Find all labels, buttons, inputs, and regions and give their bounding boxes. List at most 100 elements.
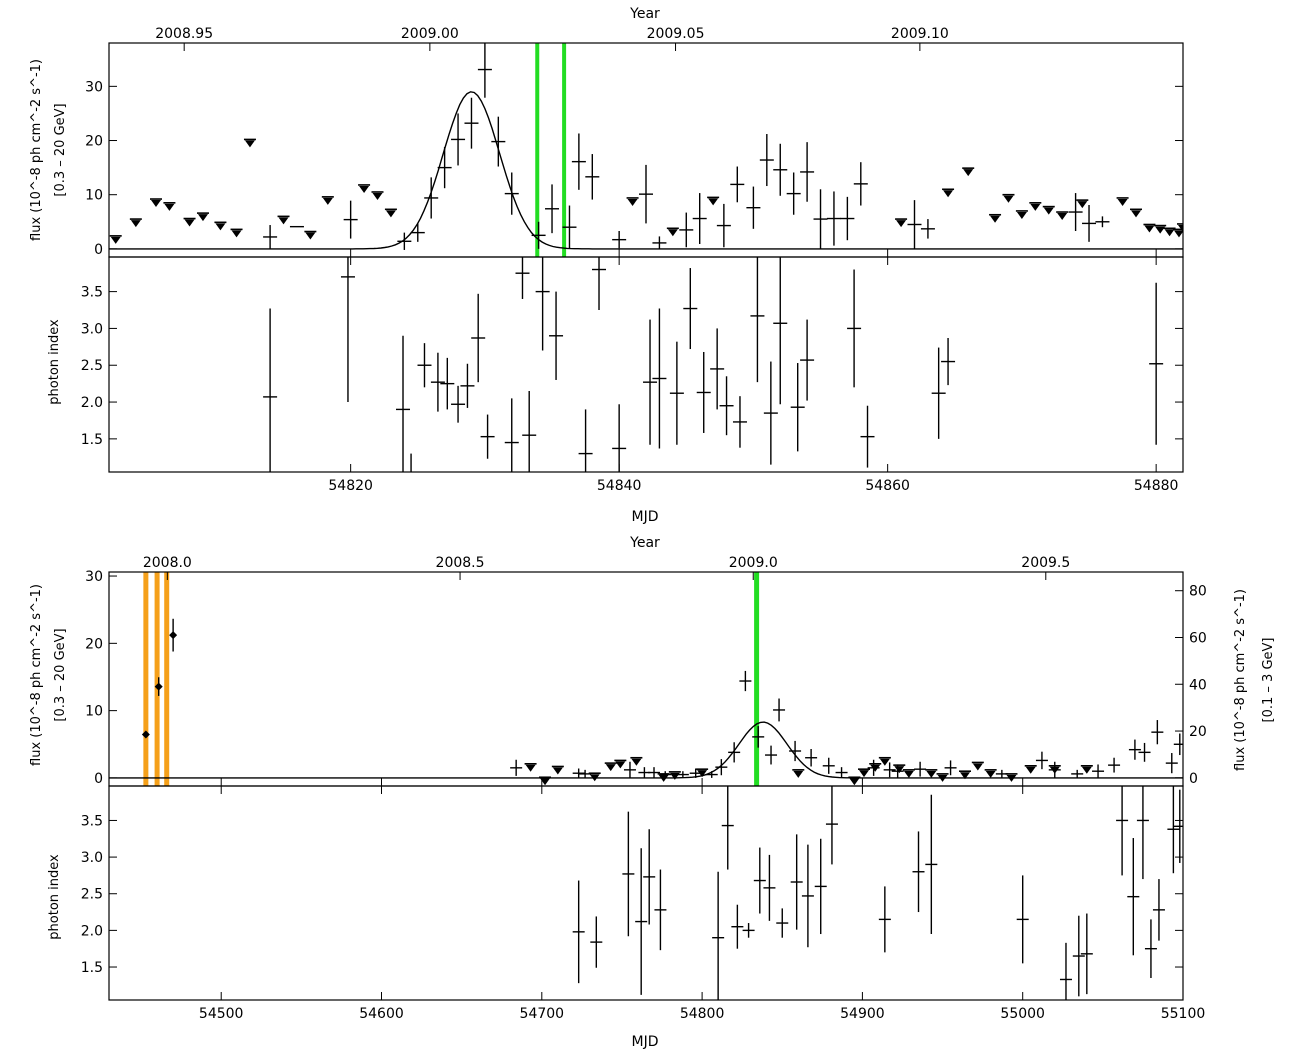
bottom-chart-index-panel: 1.5 2.0 2.5 3.0 3.5 54500 54600 54700 54800 54900… [81,785,1206,1022]
y-tick-label: 0 [94,771,103,787]
top-chart-index-ylabel: photon index [47,319,62,405]
top-chart-flux-ylabel: flux (10^-8 ph cm^-2 s^-1) [29,59,44,241]
x-tick-label: 55000 [1000,1006,1045,1022]
y-tick-label: 3.5 [81,285,103,301]
year-tick-label: 2008.5 [436,555,485,571]
y-tick-label: 0 [94,242,103,258]
upper-limit-arrow [184,219,195,227]
upper-limit-arrow [164,203,175,211]
upper-limit-arrow [903,770,914,778]
top-chart-flux-panel: 0 10 20 30 2008.95 2009.00 2009.05 2009.10 [85,26,1184,258]
upper-limit-arrow [793,770,804,778]
upper-limit-arrow [1155,226,1166,234]
y-tick-label: 2.5 [81,358,103,374]
bottom-flux-data [109,618,1183,786]
y-tick-label: 20 [85,636,103,652]
top-flux-frame [108,42,1184,258]
top-chart: Year flux (10^-8 ph cm^-2 s^-1) [0.3 – 2… [29,6,1184,525]
right-axis-point-marker [169,631,178,640]
upper-limit-arrow [130,220,141,228]
y-tick-label: 1.5 [81,432,103,448]
y-tick-label: 1.5 [81,960,103,976]
upper-limit-arrow [943,190,954,198]
year-tick-label: 2008.0 [143,555,192,571]
upper-limit-arrow [322,197,333,205]
upper-limit-arrow [669,772,680,780]
y-tick-label: 3.5 [81,813,103,829]
upper-limit-arrow [667,229,678,237]
upper-limit-arrow [926,770,937,778]
bottom-chart-right-ylabel-range: [0.1 – 3 GeV] [1261,638,1276,723]
bottom-chart-flux-ylabel-range: [0.3 – 20 GeV] [53,628,68,721]
upper-limit-arrow [627,198,638,206]
right-y-tick-label: 20 [1189,724,1207,740]
upper-limit-arrow [305,232,316,240]
upper-limit-arrow [1173,230,1183,238]
y-tick-label: 30 [85,569,103,585]
bottom-chart-flux-panel: 0 10 20 30 0 20 40 60 80 2008.0 2008.5 2009.0 2009.5 [85,555,1207,787]
upper-limit-arrow [1081,766,1092,774]
year-tick-label: 2009.00 [401,26,459,42]
year-tick-label: 2009.0 [729,555,778,571]
upper-limit-arrow [859,770,870,778]
y-tick-label: 30 [85,79,103,95]
year-tick-label: 2008.95 [155,26,213,42]
bottom-chart-right-ylabel: flux (10^-8 ph cm^-2 s^-1) [1233,589,1248,771]
upper-limit-arrow [959,772,970,780]
y-tick-label: 3.0 [81,321,103,337]
upper-limit-arrow [372,192,383,200]
bottom-flux-frame [108,571,1184,787]
upper-limit-arrow [589,774,600,782]
bottom-index-frame [108,785,1184,1001]
upper-limit-arrow [1178,224,1183,232]
top-flux-data [109,43,1183,250]
right-y-tick-label: 40 [1189,677,1207,693]
upper-limit-arrow [605,764,616,772]
upper-limit-arrow [896,220,907,228]
upper-limit-arrow [110,236,121,244]
right-y-tick-label: 60 [1189,630,1207,646]
y-tick-label: 10 [85,188,103,204]
y-tick-label: 2.0 [81,395,103,411]
right-y-tick-label: 80 [1189,584,1207,600]
year-tick-label: 2009.10 [891,26,949,42]
upper-limit-arrow [963,169,974,177]
upper-limit-arrow [385,210,396,218]
upper-limit-arrow [215,223,226,231]
upper-limit-arrow [937,774,948,782]
upper-limit-arrow [985,770,996,778]
gaussian-fit-curve [109,91,1183,250]
upper-limit-arrow [708,198,719,206]
upper-limit-arrow [631,758,642,766]
upper-limit-arrow [150,200,161,208]
x-tick-label: 54800 [680,1006,725,1022]
x-tick-label: 54820 [328,478,373,494]
upper-limit-arrow [990,215,1001,223]
upper-limit-arrow [359,185,370,193]
y-tick-label: 2.5 [81,887,103,903]
upper-limit-arrow [1131,210,1142,218]
upper-limit-arrow [1077,201,1088,209]
upper-limit-arrow [1057,213,1068,221]
upper-limit-arrow [1006,774,1017,782]
bottom-chart-mjd-label: MJD [632,1034,659,1050]
y-tick-label: 3.0 [81,850,103,866]
y-tick-label: 2.0 [81,923,103,939]
bottom-chart-year-label: Year [629,535,660,551]
upper-limit-arrow [894,766,905,774]
upper-limit-arrow [552,767,563,775]
x-tick-label: 55100 [1161,1006,1206,1022]
gaussian-fit-curve [109,721,1183,779]
right-axis-point-marker [154,682,163,691]
upper-limit-arrow [870,764,881,772]
top-index-frame [108,256,1184,473]
top-chart-index-panel: 1.5 2.0 2.5 3.0 3.5 54820 54840 54860 54880 [81,256,1184,494]
x-tick-label: 54500 [199,1006,244,1022]
upper-limit-arrow [849,778,860,786]
x-tick-label: 54900 [840,1006,885,1022]
upper-limit-arrow [244,140,255,148]
bottom-chart-flux-ylabel: flux (10^-8 ph cm^-2 s^-1) [29,584,44,766]
year-tick-label: 2009.05 [647,26,705,42]
upper-limit-arrow [972,763,983,771]
